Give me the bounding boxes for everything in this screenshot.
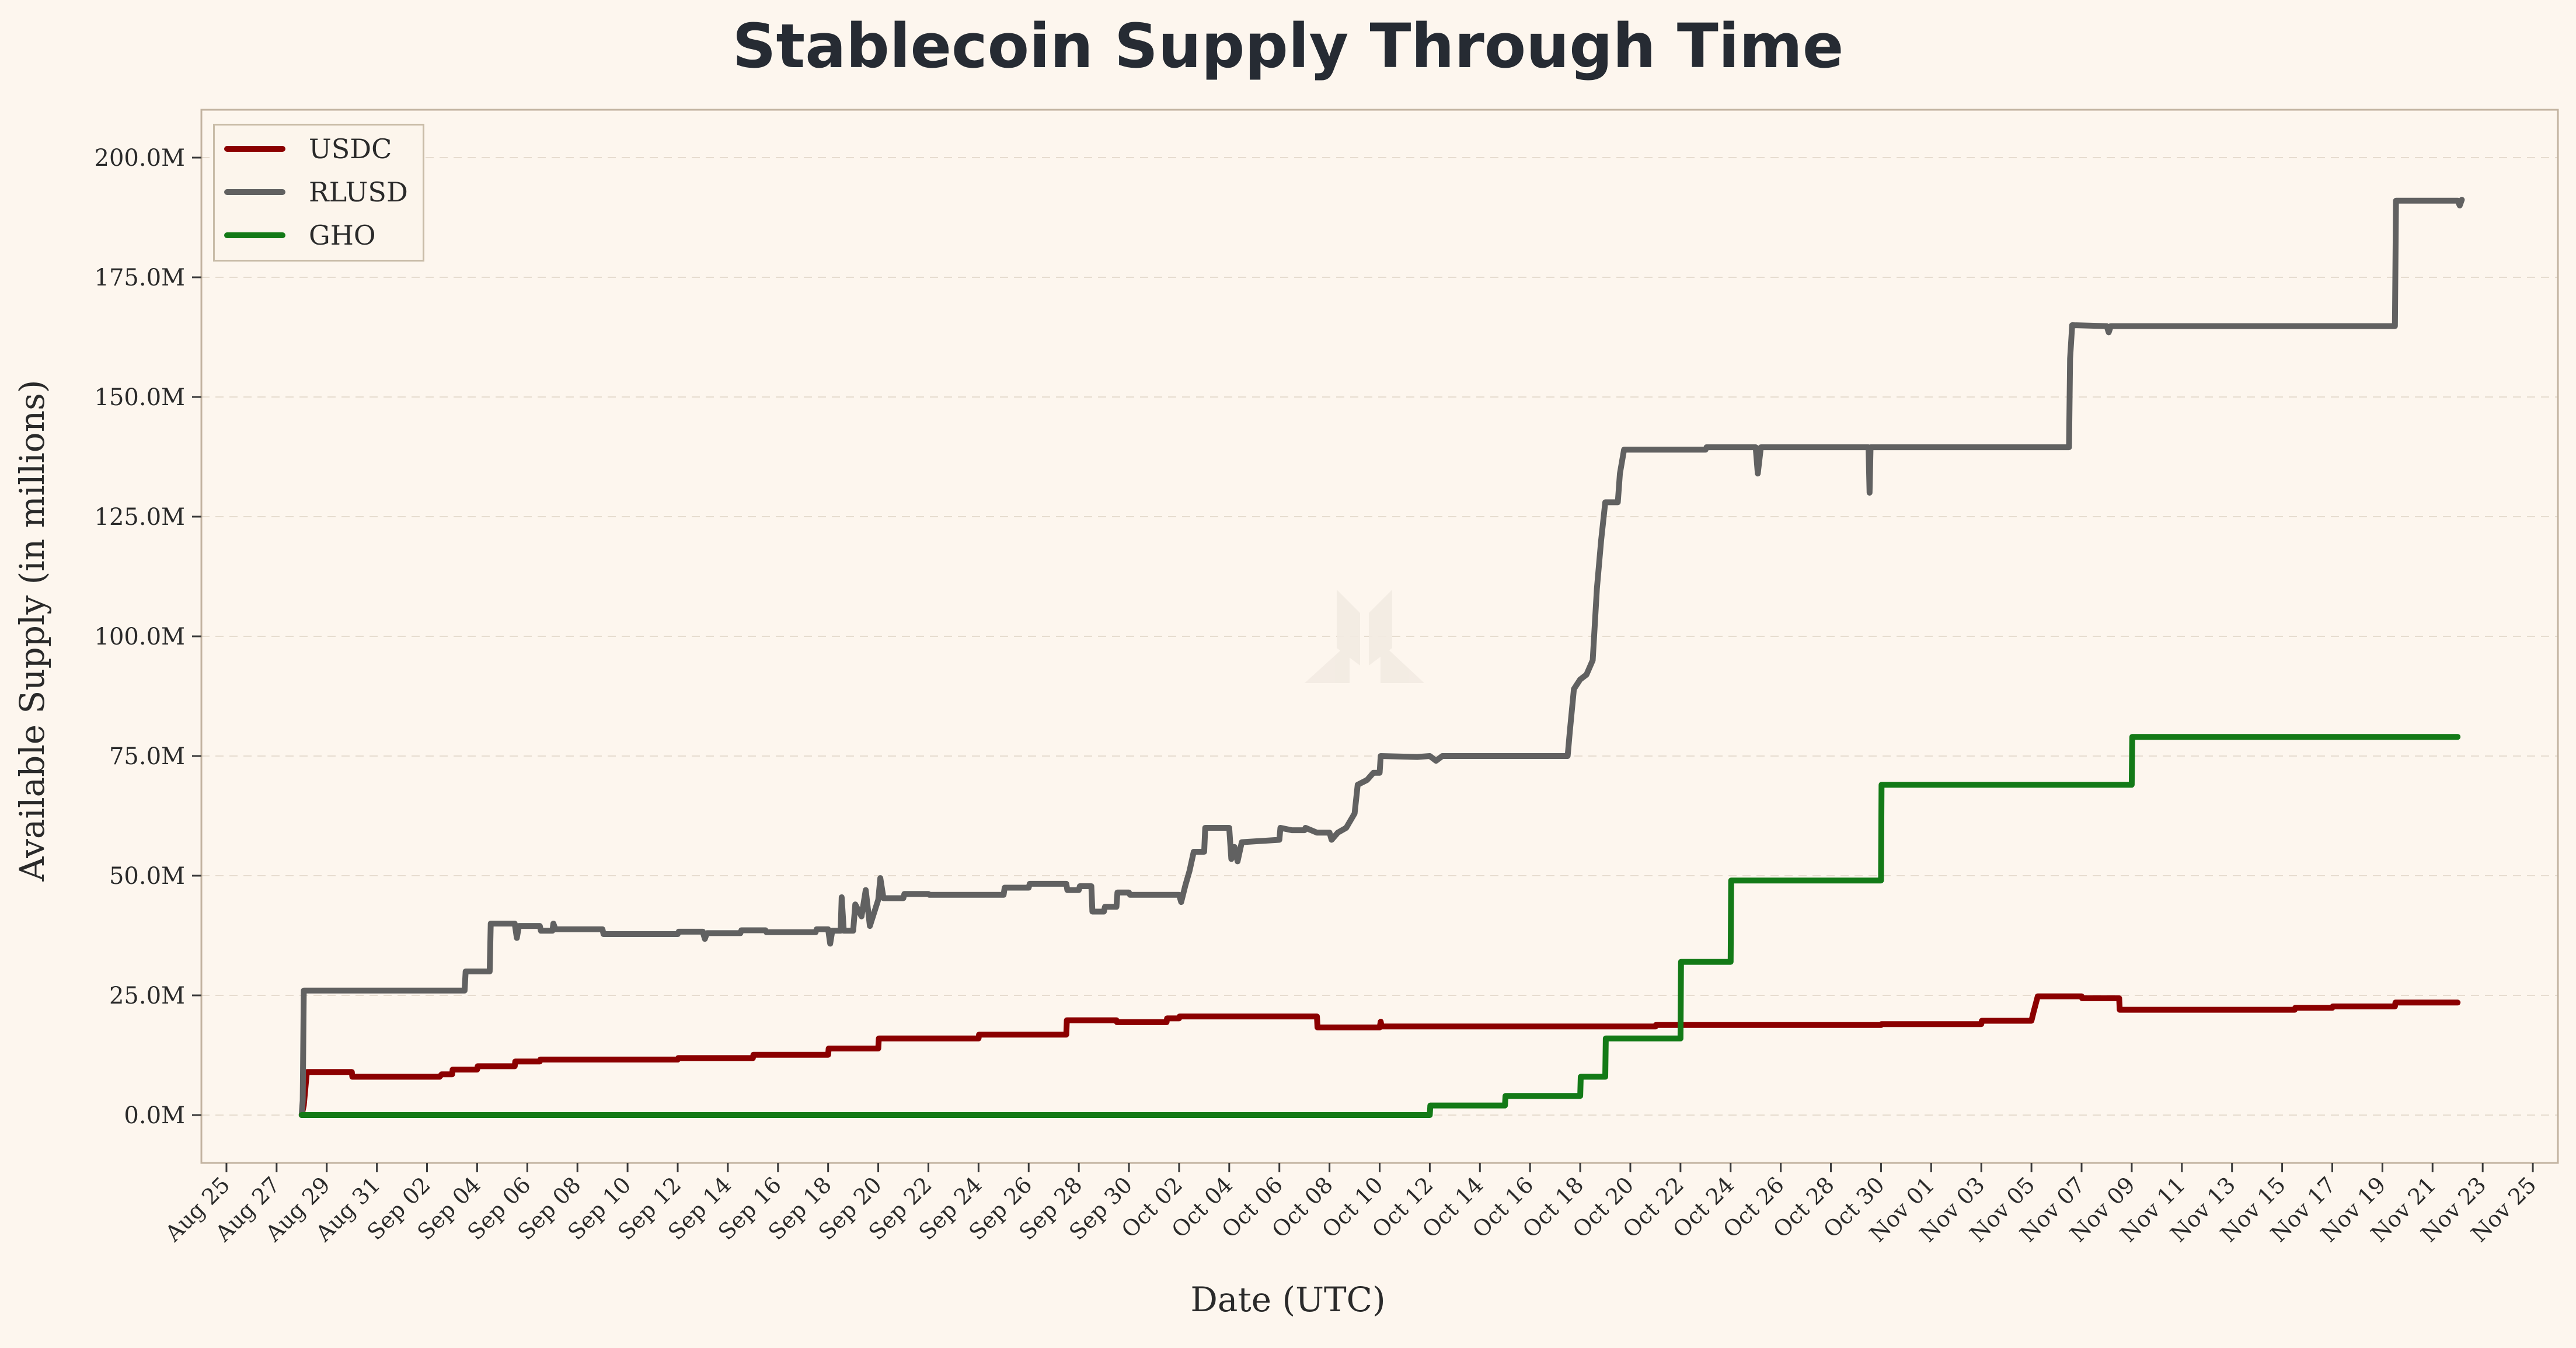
series-line-gho (298, 734, 2461, 1118)
y-tick-label: 200.0M (95, 145, 185, 172)
legend-swatch-usdc (224, 146, 285, 152)
legend-label-usdc: USDC (309, 133, 392, 165)
y-tick-label: 125.0M (95, 504, 185, 531)
legend-label-rlusd: RLUSD (309, 176, 408, 208)
y-tick-label: 75.0M (109, 743, 185, 770)
legend-label-gho: GHO (309, 220, 376, 251)
series-line-usdc (298, 993, 2461, 1118)
legend-swatch-rlusd (224, 189, 285, 195)
y-axis-ticks: 0.0M 25.0M 50.0M 75.0M 100.0M 125.0M 150.0M 175… (95, 145, 201, 1129)
y-tick-label: 50.0M (109, 863, 185, 890)
watermark-logo (1305, 590, 1424, 683)
chart-title: Stablecoin Supply Through Time (732, 11, 1844, 82)
y-axis-label: Available Supply (in millions) (12, 379, 52, 882)
y-tick-label: 175.0M (95, 264, 185, 291)
legend-item-rlusd: RLUSD (224, 175, 408, 210)
y-tick-label: 0.0M (124, 1102, 185, 1129)
legend-swatch-gho (224, 232, 285, 238)
x-axis-label: Date (UTC) (1190, 1280, 1386, 1319)
y-tick-label: 100.0M (95, 624, 185, 650)
y-tick-label: 150.0M (95, 384, 185, 411)
series-line-rlusd (298, 197, 2465, 1118)
legend-item-gho: GHO (224, 218, 376, 253)
legend-item-usdc: USDC (224, 131, 392, 166)
y-tick-label: 25.0M (109, 983, 185, 1009)
legend: USDC RLUSD GHO (213, 124, 424, 262)
series-lines (298, 197, 2465, 1118)
